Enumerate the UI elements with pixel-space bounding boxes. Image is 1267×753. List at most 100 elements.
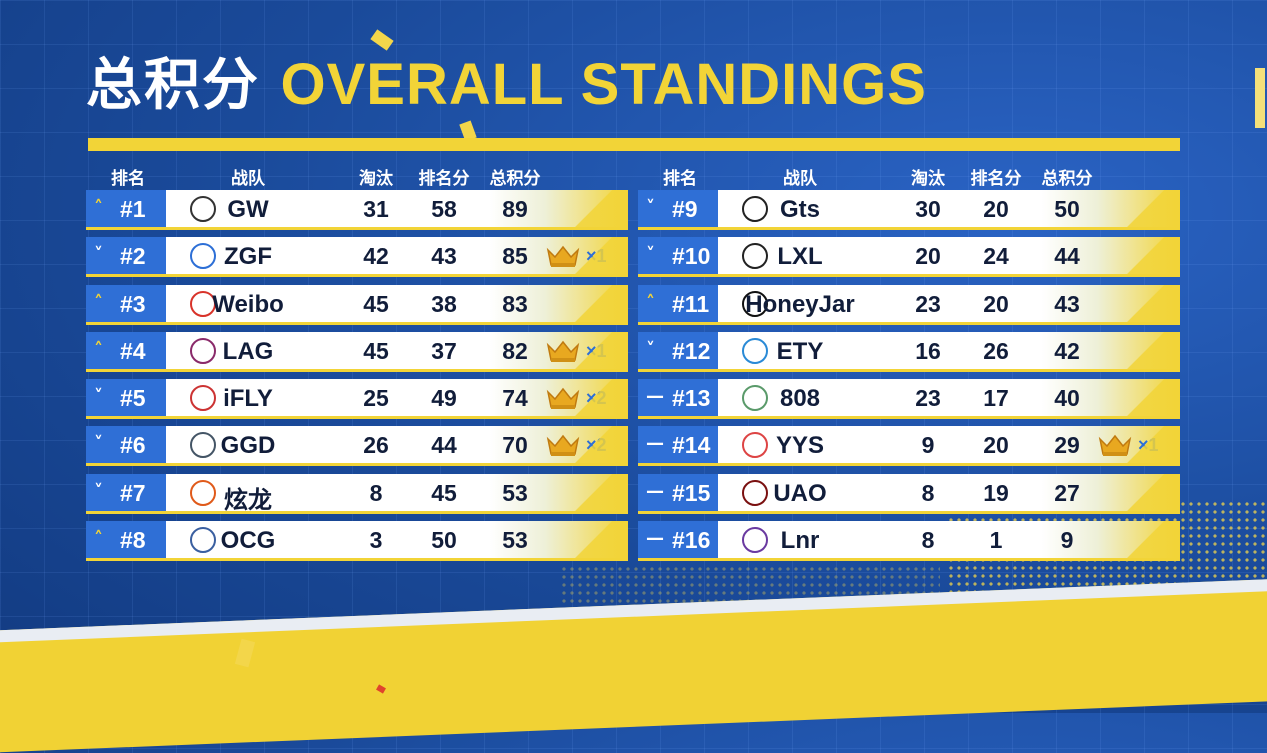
header-team: 战队 <box>231 169 265 189</box>
down-arrow-icon: ˅ <box>94 244 103 266</box>
header-elims: 淘汰 <box>359 169 393 189</box>
rank-label: #1 <box>120 196 146 222</box>
header-total: 总积分 <box>1041 169 1093 189</box>
team-logo-icon <box>742 290 768 317</box>
placement-value: 45 <box>431 479 457 506</box>
rank-cell: ˅ #9 <box>638 190 718 227</box>
dash-icon: — <box>646 480 664 502</box>
row-body: 808 23 17 40 <box>718 379 1180 417</box>
team-name: ZGF <box>224 243 272 271</box>
elims-value: 8 <box>369 479 383 506</box>
header-rank: 排名 <box>111 169 145 189</box>
table-row: ˄ #1 GW 31 58 89 <box>86 190 628 230</box>
title-english: OVERALL STANDINGS <box>280 52 927 117</box>
team-logo-icon <box>190 479 216 506</box>
row-body: Weibo 45 38 83 <box>166 284 628 322</box>
stage-floor <box>0 578 1267 753</box>
team-logo-icon <box>190 385 216 412</box>
total-value: 53 <box>502 479 528 506</box>
team-logo-icon <box>742 479 768 506</box>
elims-value: 45 <box>363 337 389 364</box>
rank-label: #5 <box>120 385 146 412</box>
page-title: 总积分 OVERALL STANDINGS <box>86 40 927 130</box>
elims-value: 8 <box>921 527 935 554</box>
row-body: Gts 30 20 50 <box>718 190 1180 227</box>
rank-cell: ˄ #8 <box>86 521 166 559</box>
team-logo-icon <box>742 527 768 554</box>
table-row: ˅ #9 Gts 30 20 50 <box>638 190 1180 230</box>
up-arrow-icon: ˄ <box>94 197 103 218</box>
elims-value: 25 <box>363 385 389 412</box>
table-header: 排名 战队 淘汰 排名分 总积分 <box>638 160 1180 190</box>
placement-value: 50 <box>431 527 457 554</box>
placement-value: 20 <box>983 432 1009 459</box>
rank-cell: — #14 <box>638 426 718 464</box>
elims-value: 20 <box>915 243 941 270</box>
crown-icon <box>546 340 580 362</box>
team-name: Gts <box>779 196 821 223</box>
header-rank: 排名 <box>663 169 697 189</box>
table-row: — #13 808 23 17 40 <box>638 379 1180 420</box>
team-logo-icon <box>190 527 216 554</box>
total-value: 29 <box>1054 432 1080 459</box>
team-name: 炫龙 <box>224 486 272 514</box>
rank-label: #3 <box>120 290 146 317</box>
down-arrow-icon: ˅ <box>94 386 103 408</box>
row-body: UAO 8 19 27 <box>718 473 1180 511</box>
placement-value: 43 <box>431 243 457 270</box>
table-row: ˅ #7 炫龙 8 45 53 <box>86 473 628 514</box>
chicken-dinner-count: ×1 <box>586 340 607 361</box>
header-total: 总积分 <box>489 169 541 189</box>
standings-table-left: 排名 战队 淘汰 排名分 总积分 ˄ #1 GW 31 58 89 ˅ #2 ZGF 42 43 85… <box>86 160 628 568</box>
rank-cell: — #13 <box>638 379 718 417</box>
rank-cell: ˄ #1 <box>86 190 166 227</box>
total-value: 82 <box>502 337 528 364</box>
header-placement: 排名分 <box>418 169 470 189</box>
total-value: 50 <box>1054 196 1080 222</box>
placement-value: 37 <box>431 337 457 364</box>
down-arrow-icon: ˅ <box>646 338 655 360</box>
rank-label: #11 <box>672 290 710 317</box>
table-row: ˄ #3 Weibo 45 38 83 <box>86 284 628 325</box>
crown-icon <box>546 435 580 457</box>
row-body: iFLY 25 49 74 ×2 <box>166 379 628 417</box>
placement-value: 44 <box>431 432 457 459</box>
total-value: 27 <box>1054 479 1080 506</box>
team-name: UAO <box>773 479 827 507</box>
team-name: LXL <box>777 243 823 271</box>
total-value: 42 <box>1054 337 1080 364</box>
table-row: ˅ #6 GGD 26 44 70 ×2 <box>86 426 628 467</box>
total-value: 85 <box>502 243 528 270</box>
header-elims: 淘汰 <box>911 169 945 189</box>
confetti-piece <box>1255 68 1265 128</box>
total-value: 43 <box>1054 290 1080 317</box>
team-name: GGD <box>220 432 276 460</box>
total-value: 53 <box>502 527 528 554</box>
row-body: LXL 20 24 44 <box>718 237 1180 275</box>
elims-value: 8 <box>921 479 935 506</box>
team-logo-icon <box>742 243 768 270</box>
team-logo-icon <box>742 432 768 459</box>
rank-cell: ˅ #10 <box>638 237 718 275</box>
down-arrow-icon: ˅ <box>94 433 103 455</box>
team-name: OCG <box>220 527 276 555</box>
team-name: YYS <box>775 432 825 460</box>
row-body: GW 31 58 89 <box>166 190 628 227</box>
elims-value: 23 <box>915 385 941 412</box>
team-name: iFLY <box>223 385 273 413</box>
rank-label: #4 <box>120 337 146 364</box>
team-name: LAG <box>222 337 274 365</box>
team-name: Weibo <box>212 290 284 318</box>
row-body: ZGF 42 43 85 ×1 <box>166 237 628 275</box>
placement-value: 19 <box>983 479 1009 506</box>
standings-table-right: 排名 战队 淘汰 排名分 总积分 ˅ #9 Gts 30 20 50 ˅ #10 LXL 20 24… <box>638 160 1180 568</box>
total-value: 9 <box>1060 527 1074 554</box>
rank-cell: — #15 <box>638 473 718 511</box>
rank-cell: ˅ #5 <box>86 379 166 417</box>
up-arrow-icon: ˄ <box>94 291 103 313</box>
elims-value: 26 <box>363 432 389 459</box>
rank-label: #9 <box>672 196 698 222</box>
table-row: — #16 Lnr 8 1 9 <box>638 521 1180 562</box>
total-value: 40 <box>1054 385 1080 412</box>
elims-value: 9 <box>921 432 935 459</box>
